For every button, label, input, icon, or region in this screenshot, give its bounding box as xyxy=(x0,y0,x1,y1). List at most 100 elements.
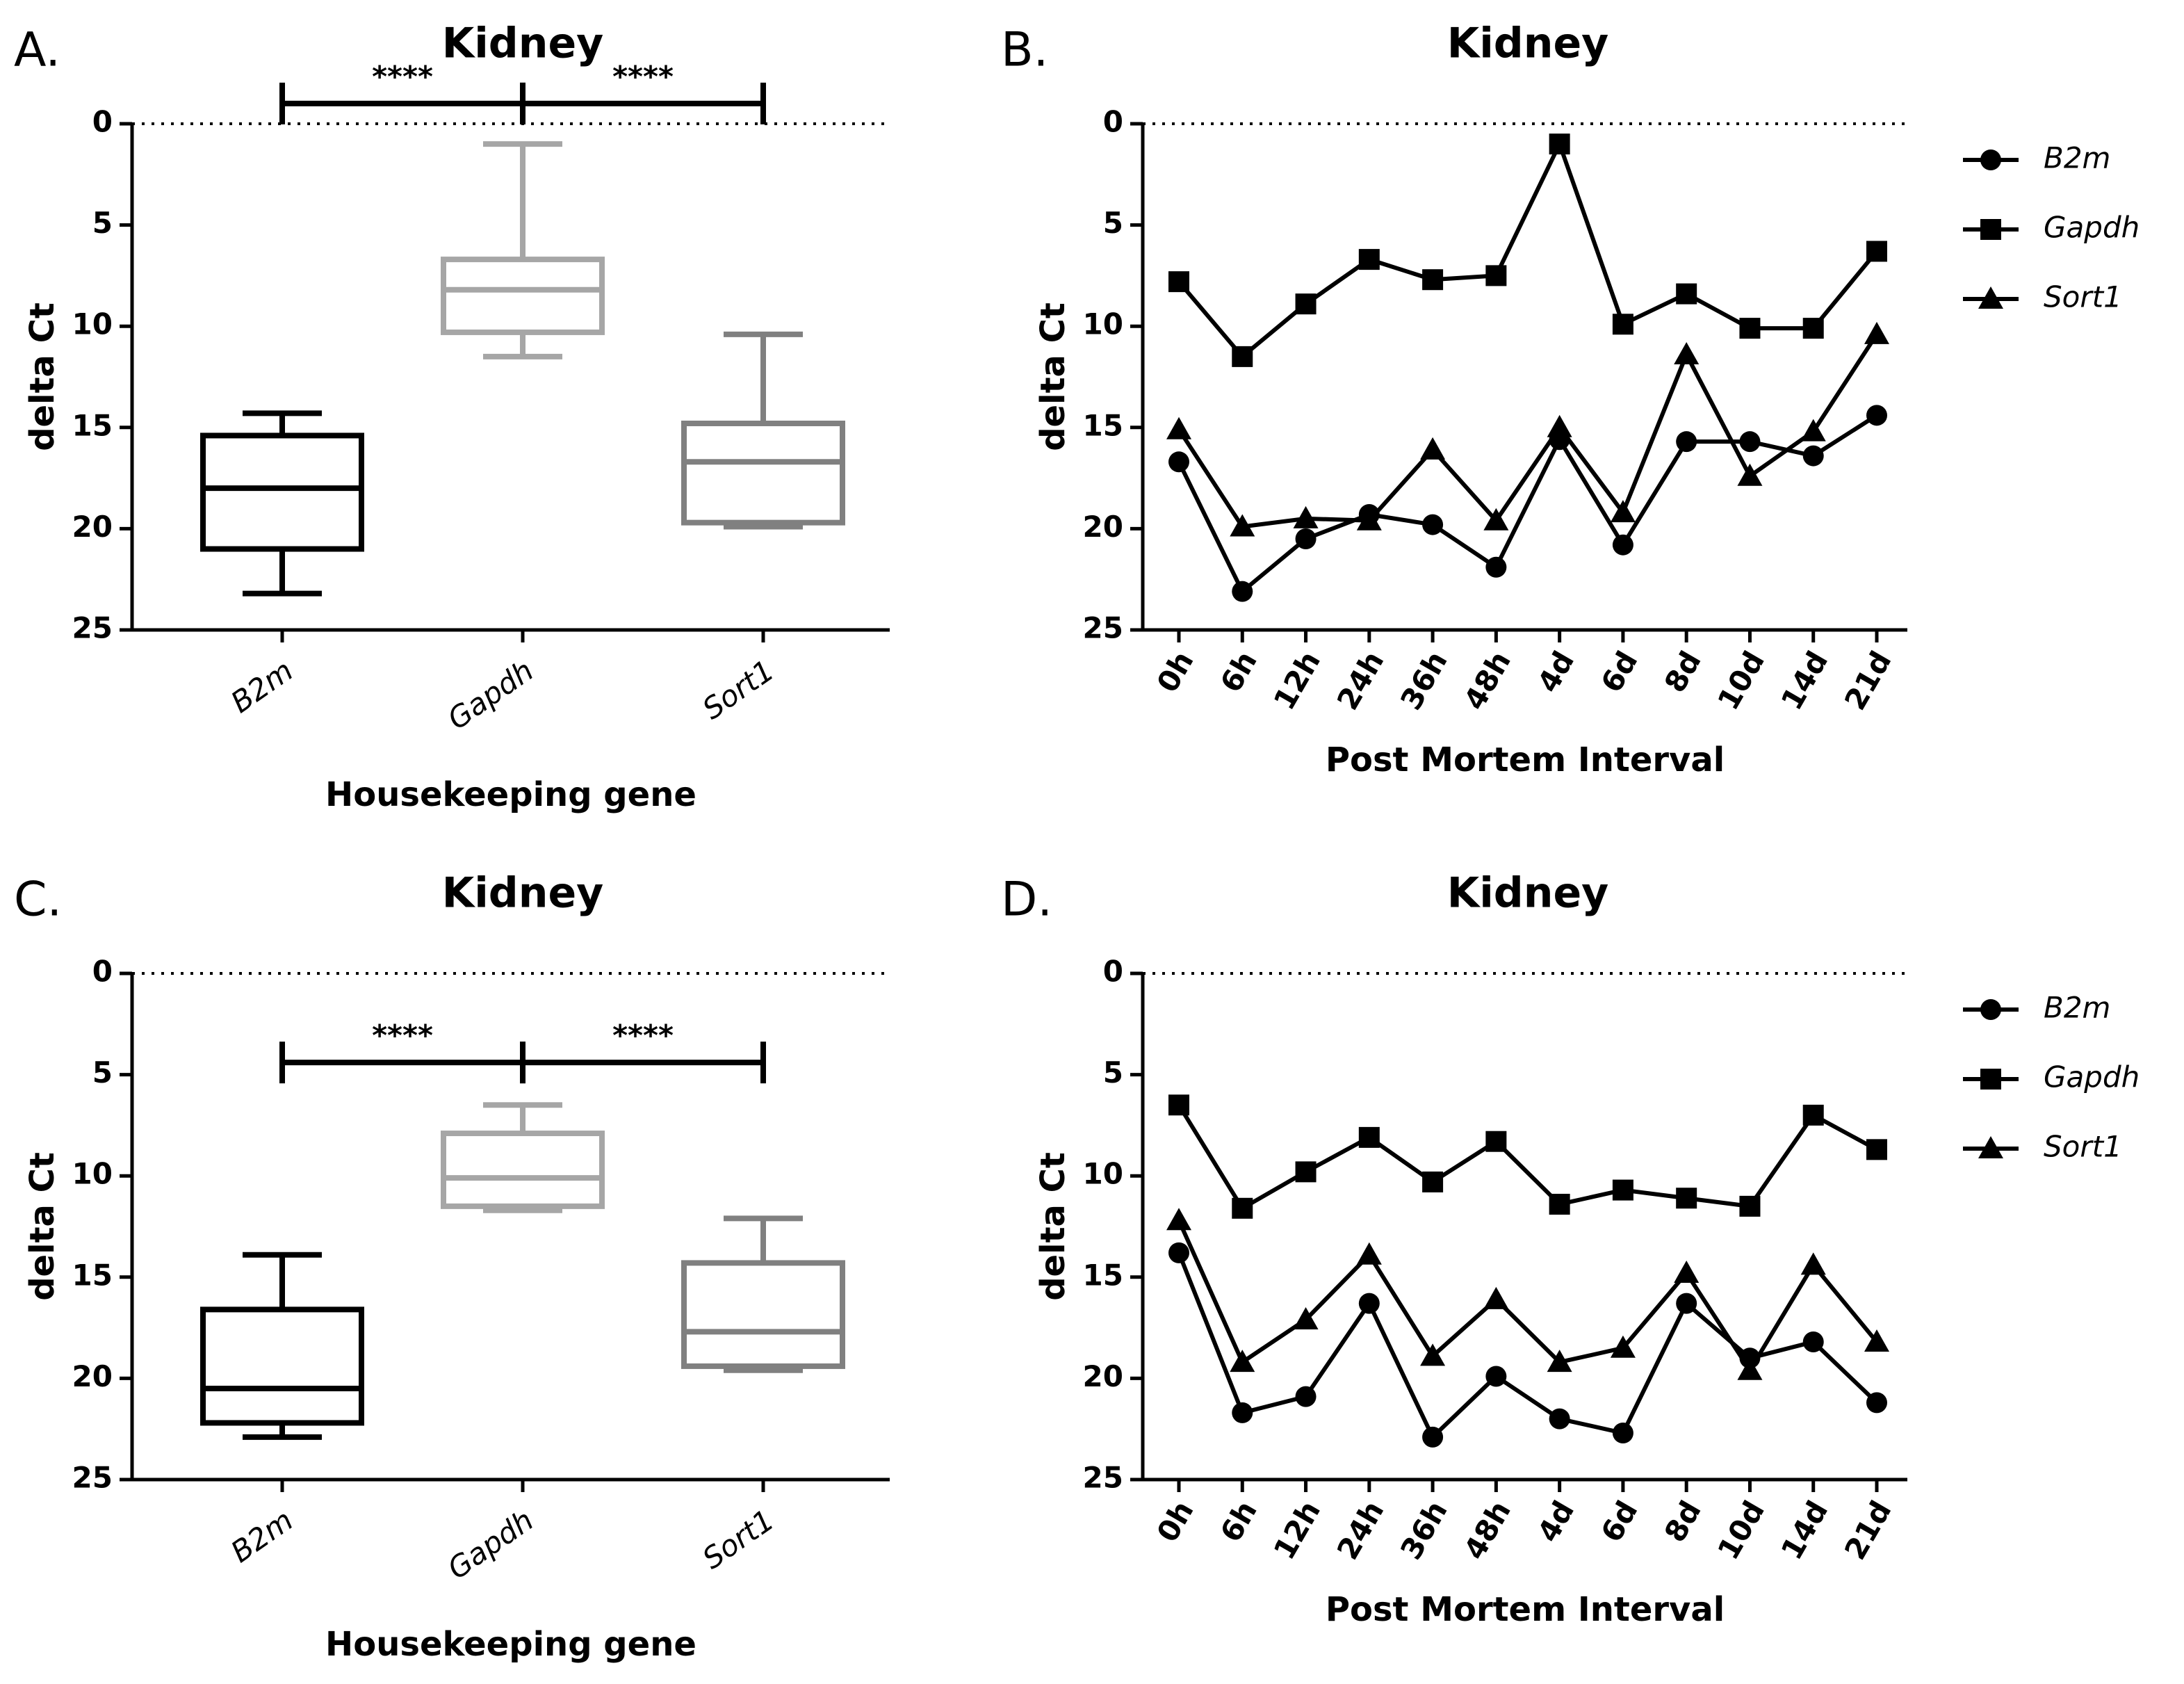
marker xyxy=(1980,999,2001,1020)
marker xyxy=(1420,1343,1446,1366)
marker xyxy=(1802,1104,1824,1126)
x-tick-label: 14d xyxy=(1775,645,1835,715)
box xyxy=(681,420,845,526)
chart-title: Kidney xyxy=(1447,19,1609,68)
y-tick-label: 20 xyxy=(72,1359,113,1393)
y-tick-label: 20 xyxy=(1083,1359,1123,1393)
marker xyxy=(1739,1195,1761,1217)
marker xyxy=(1866,1139,1887,1160)
panel-label: A. xyxy=(14,23,60,78)
marker xyxy=(1232,1197,1253,1219)
marker xyxy=(1295,528,1317,549)
x-tick-label: 6h xyxy=(1214,645,1264,698)
x-axis-title: Post Mortem Interval xyxy=(1326,1590,1725,1629)
marker xyxy=(1422,1426,1444,1448)
marker xyxy=(1422,269,1444,291)
y-tick-label: 15 xyxy=(72,408,113,442)
box xyxy=(441,1131,605,1209)
series-line xyxy=(1177,333,1879,529)
marker xyxy=(1800,419,1826,442)
marker xyxy=(1166,1208,1191,1231)
box xyxy=(441,257,605,335)
marker xyxy=(1422,514,1444,535)
marker xyxy=(1293,505,1319,528)
y-tick-label: 25 xyxy=(72,1461,113,1495)
x-tick-label: 10d xyxy=(1711,1495,1771,1565)
marker xyxy=(1232,1402,1253,1423)
marker xyxy=(1674,1260,1700,1283)
marker xyxy=(1737,463,1763,486)
significance: **** xyxy=(372,1019,433,1053)
x-tick-label: 21d xyxy=(1838,1495,1898,1565)
x-tick-label: 8d xyxy=(1658,645,1708,698)
marker xyxy=(1866,405,1887,426)
marker xyxy=(1800,1252,1826,1275)
x-tick-label: 12h xyxy=(1267,1495,1328,1565)
x-tick-label: 10d xyxy=(1711,645,1771,715)
y-tick-label: 10 xyxy=(72,1157,113,1191)
x-tick-label: 4d xyxy=(1531,645,1581,698)
marker xyxy=(1610,500,1636,523)
x-tick-label: 12h xyxy=(1267,645,1328,715)
x-tick-label: 8d xyxy=(1658,1495,1708,1548)
y-tick-label: 10 xyxy=(72,307,113,341)
x-tick-label: 6d xyxy=(1594,645,1644,698)
marker xyxy=(1612,1423,1633,1444)
marker xyxy=(1739,431,1761,453)
x-tick-label: Sort1 xyxy=(696,1503,781,1576)
marker xyxy=(1980,149,2001,170)
x-tick-label: 24h xyxy=(1330,645,1391,715)
x-tick-label: B2m xyxy=(225,1503,299,1569)
marker xyxy=(1802,445,1824,467)
y-axis-title: delta Ct xyxy=(1034,302,1073,451)
legend-label: Gapdh xyxy=(2044,1060,2140,1094)
y-tick-label: 15 xyxy=(72,1258,113,1292)
series-line xyxy=(1177,413,1878,595)
x-tick-label: 36h xyxy=(1394,645,1454,715)
y-tick-label: 5 xyxy=(1103,206,1123,240)
x-axis-title: Post Mortem Interval xyxy=(1326,740,1725,779)
marker xyxy=(1293,1306,1319,1329)
y-tick-label: 25 xyxy=(72,611,113,645)
y-tick-label: 20 xyxy=(1083,510,1123,544)
marker xyxy=(1547,1350,1572,1373)
marker xyxy=(1168,451,1189,473)
x-tick-label: 14d xyxy=(1775,1495,1835,1565)
series-line xyxy=(1177,1103,1878,1211)
chart-title: Kidney xyxy=(442,19,604,68)
series-line xyxy=(1177,1252,1879,1441)
y-tick-label: 10 xyxy=(1083,307,1123,341)
marker xyxy=(1485,1366,1507,1387)
chart-title: Kidney xyxy=(442,869,604,918)
marker xyxy=(1737,1357,1763,1380)
marker xyxy=(1676,1293,1697,1314)
series-line xyxy=(1177,138,1879,360)
y-tick-label: 25 xyxy=(1083,1461,1123,1495)
legend-label: Sort1 xyxy=(2044,280,2122,314)
legend-label: Gapdh xyxy=(2044,211,2140,245)
marker xyxy=(1610,1335,1636,1358)
x-tick-label: 48h xyxy=(1457,645,1517,715)
x-tick-label: 48h xyxy=(1457,1495,1517,1565)
panel-label: C. xyxy=(14,873,62,928)
marker xyxy=(1356,1242,1382,1265)
marker xyxy=(1358,1126,1380,1148)
x-tick-label: 21d xyxy=(1838,645,1898,715)
marker xyxy=(1549,133,1570,155)
box xyxy=(200,1306,364,1426)
marker xyxy=(1676,431,1697,453)
marker xyxy=(1866,1392,1887,1414)
x-tick-label: Gapdh xyxy=(441,1503,539,1585)
marker xyxy=(1295,293,1317,315)
marker xyxy=(1802,318,1824,339)
y-tick-label: 5 xyxy=(1103,1055,1123,1090)
x-tick-label: 0h xyxy=(1150,645,1200,698)
box xyxy=(200,432,364,552)
marker xyxy=(1485,1131,1507,1152)
marker xyxy=(1422,1171,1444,1192)
y-tick-label: 10 xyxy=(1083,1157,1123,1191)
marker xyxy=(1612,314,1633,335)
x-tick-label: 36h xyxy=(1394,1495,1454,1565)
marker xyxy=(1483,508,1509,531)
